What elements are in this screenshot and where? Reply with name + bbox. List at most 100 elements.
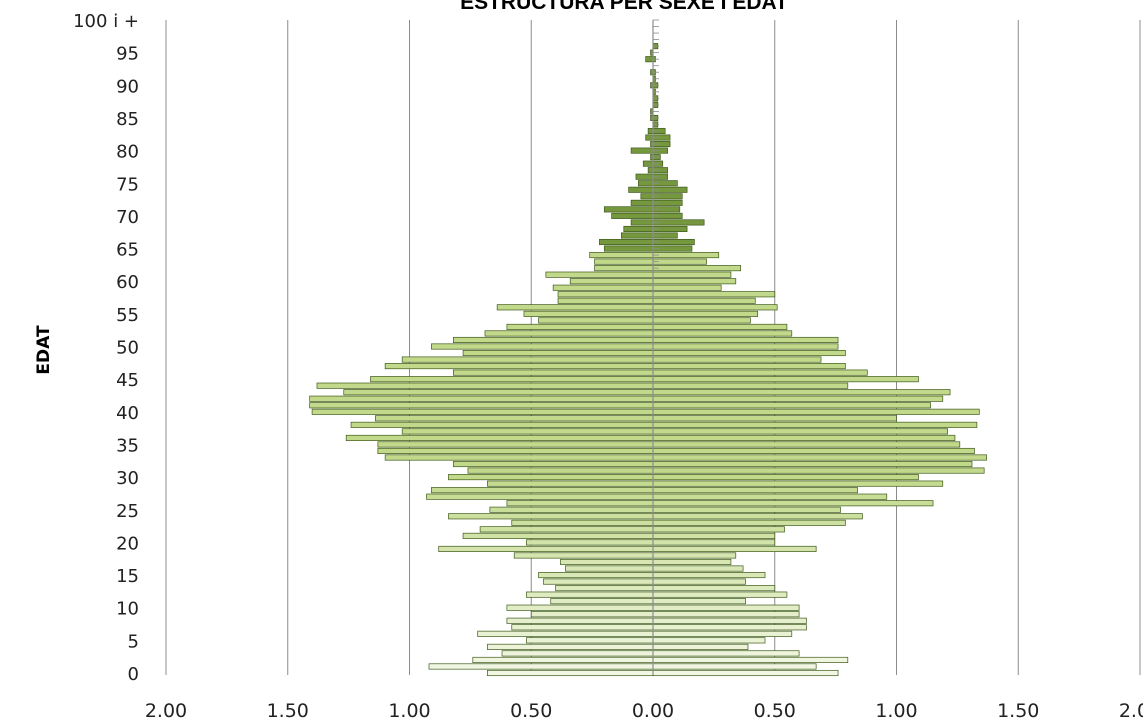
bar-left-age-25 — [489, 506, 654, 513]
bar-right-age-37 — [652, 428, 948, 435]
bar-left-age-57 — [557, 297, 654, 304]
bar-left-age-35 — [377, 441, 654, 448]
x-tick-label: 1.50 — [997, 700, 1039, 719]
bar-left-age-6 — [477, 630, 654, 637]
bar-right-age-26 — [652, 500, 934, 507]
bar-right-age-34 — [652, 447, 975, 455]
bar-left-age-83 — [647, 127, 654, 135]
y-tick-label: 5 — [128, 631, 139, 652]
bar-left-age-8 — [506, 617, 654, 624]
y-tick-label: 10 — [116, 599, 139, 620]
bar-right-age-29 — [652, 480, 944, 487]
bar-right-age-22 — [652, 526, 785, 533]
bar-right-age-25 — [652, 506, 841, 513]
bar-left-age-49 — [462, 350, 654, 357]
bar-left-age-19 — [438, 545, 654, 552]
bar-left-age-68 — [623, 225, 654, 232]
bar-right-age-10 — [652, 604, 800, 611]
bar-left-age-26 — [506, 500, 654, 507]
bar-right-age-48 — [652, 356, 822, 363]
bar-right-age-4 — [652, 643, 749, 650]
bar-right-age-56 — [652, 304, 778, 311]
bar-left-age-44 — [316, 382, 654, 389]
y-tick-label: 95 — [116, 44, 139, 65]
bar-left-age-39 — [375, 415, 654, 422]
x-tick-label: 1.50 — [267, 700, 309, 719]
bar-right-age-46 — [652, 369, 868, 376]
x-tick-label: 1.00 — [388, 700, 430, 719]
bar-left-age-48 — [401, 356, 654, 363]
bar-left-age-82 — [645, 134, 654, 141]
bar-left-age-20 — [526, 539, 654, 546]
bar-left-age-1 — [428, 663, 654, 670]
bar-right-age-2 — [652, 656, 849, 663]
bar-left-age-16 — [564, 565, 654, 572]
bar-right-age-21 — [652, 532, 776, 539]
bar-right-age-38 — [652, 421, 978, 428]
y-tick-label: 85 — [116, 109, 139, 130]
chart-title: ESTRUCTURA PER SEXE I EDAT — [460, 0, 788, 14]
y-tick-label: 60 — [116, 272, 139, 293]
bar-left-age-74 — [628, 186, 654, 193]
bar-left-age-56 — [496, 304, 654, 311]
bar-right-age-61 — [652, 271, 732, 278]
bar-left-age-76 — [635, 173, 654, 180]
bar-right-age-59 — [652, 284, 722, 291]
bar-left-age-53 — [506, 323, 654, 330]
bar-left-age-59 — [552, 284, 654, 291]
bar-right-age-12 — [652, 591, 788, 598]
bar-left-age-37 — [401, 428, 654, 435]
bar-left-age-45 — [370, 376, 654, 383]
bar-right-age-44 — [652, 382, 849, 389]
bar-left-age-24 — [448, 513, 654, 520]
bar-left-age-58 — [557, 291, 654, 298]
y-tick-label: 40 — [116, 403, 139, 424]
bar-left-age-69 — [630, 219, 654, 226]
bar-left-age-42 — [309, 395, 654, 402]
bar-right-age-51 — [652, 336, 839, 343]
bar-right-age-15 — [652, 572, 766, 579]
bar-left-age-43 — [343, 389, 654, 396]
y-tick-label: 15 — [116, 566, 139, 587]
bar-right-age-42 — [652, 395, 944, 402]
bar-right-age-64 — [652, 252, 720, 259]
bar-left-age-72 — [630, 199, 654, 206]
bar-right-age-40 — [652, 408, 980, 415]
bar-left-age-31 — [467, 467, 654, 474]
x-tick-label: 0.50 — [754, 700, 796, 719]
bar-left-age-63 — [594, 258, 654, 265]
bar-right-age-32 — [652, 461, 973, 468]
bar-right-age-1 — [652, 663, 817, 670]
bar-left-age-40 — [311, 408, 654, 415]
bar-left-age-65 — [603, 245, 654, 252]
bar-right-age-49 — [652, 350, 846, 357]
bar-left-age-94 — [645, 56, 654, 63]
y-tick-label: 30 — [116, 468, 139, 489]
x-tick-label: 0.00 — [632, 700, 674, 719]
bar-right-age-28 — [652, 487, 858, 494]
bar-right-age-58 — [652, 291, 776, 298]
bar-left-age-15 — [538, 572, 654, 579]
bar-left-age-5 — [526, 637, 654, 644]
bar-right-age-30 — [652, 474, 919, 481]
bar-left-age-52 — [484, 330, 654, 337]
bar-left-age-78 — [642, 160, 654, 167]
bar-left-age-29 — [487, 480, 654, 487]
bar-left-age-3 — [501, 650, 654, 657]
bar-left-age-62 — [594, 265, 654, 272]
bar-left-age-12 — [526, 591, 654, 598]
bar-left-age-27 — [426, 493, 654, 500]
bar-left-age-70 — [611, 212, 654, 219]
bar-right-age-17 — [652, 558, 732, 566]
bar-left-age-14 — [543, 578, 654, 585]
y-tick-label: 50 — [116, 338, 139, 359]
y-tick-label: 90 — [116, 76, 139, 97]
bar-right-age-55 — [652, 310, 759, 317]
bar-left-age-38 — [350, 421, 654, 428]
bar-left-age-28 — [431, 487, 654, 494]
bar-left-age-50 — [431, 343, 654, 350]
bar-left-age-2 — [472, 656, 654, 663]
bar-left-age-34 — [377, 447, 654, 455]
bar-left-age-0 — [487, 669, 654, 677]
x-tick-label: 0.50 — [510, 700, 552, 719]
